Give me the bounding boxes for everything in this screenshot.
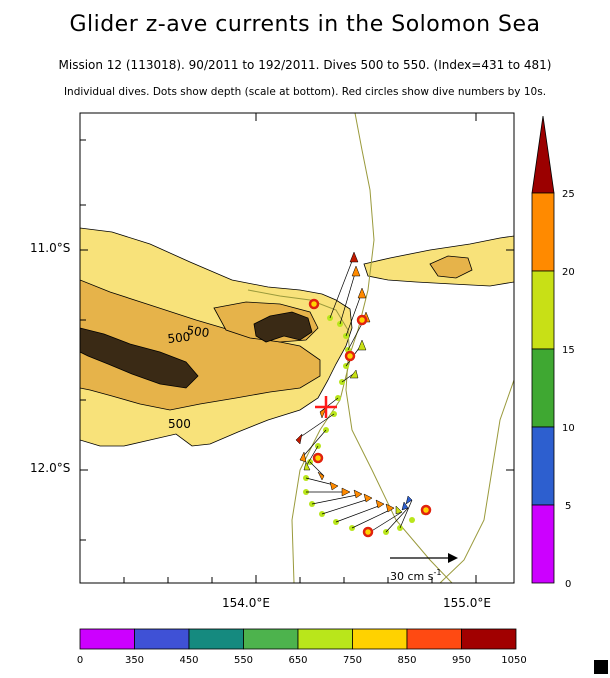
speed-colorbar-top-triangle: [531, 115, 555, 194]
east-shelf-mid-fill: [429, 255, 473, 279]
contour-label: 500: [168, 417, 191, 431]
scale-label: 30 cm s-1: [390, 568, 441, 583]
scale-label-exponent: -1: [433, 568, 441, 577]
depth-colorbar: [79, 628, 517, 650]
chart-subtitle-mission: Mission 12 (113018). 90/2011 to 192/2011…: [58, 58, 552, 72]
depth-colorbar-block: [406, 628, 462, 650]
depth-colorbar-block: [297, 628, 353, 650]
depth-tick-label: 0: [77, 655, 83, 666]
speed-colorbar-block: [531, 348, 555, 428]
depth-tick-label: 450: [179, 655, 198, 666]
y-tick-label: 11.0°S: [30, 241, 71, 255]
speed-colorbar-block: [531, 270, 555, 350]
deep-core-fill: [80, 327, 199, 389]
speed-tick-label: 5: [565, 501, 571, 512]
contour-label: 500: [167, 330, 191, 346]
chart-title: Glider z-ave currents in the Solomon Sea: [69, 12, 541, 37]
vector-heads: [295, 251, 413, 515]
x-tick-label: 154.0°E: [222, 596, 270, 610]
depth-tick-label: 550: [234, 655, 253, 666]
depth-colorbar-block: [79, 628, 135, 650]
plot-frame: [79, 112, 515, 584]
speed-tick-label: 15: [562, 345, 575, 356]
speed-tick-label: 20: [562, 267, 575, 278]
speed-tick-label: 25: [562, 189, 575, 200]
depth-tick-label: 950: [452, 655, 471, 666]
speed-colorbar-block: [531, 504, 555, 584]
speed-tick-label: 0: [565, 579, 571, 590]
bathymetry-layer: [80, 113, 514, 583]
depth-colorbar-block: [243, 628, 299, 650]
depth-colorbar-block: [188, 628, 244, 650]
coastline-track-2: [439, 379, 514, 583]
depth-tick-label: 650: [288, 655, 307, 666]
contour-label: 500: [186, 323, 211, 340]
depth-tick-label: 350: [125, 655, 144, 666]
deep-core-fill-2: [253, 311, 313, 343]
depth-tick-label: 850: [397, 655, 416, 666]
speed-colorbar-block: [531, 426, 555, 506]
depth-tick-label: 1050: [501, 655, 526, 666]
speed-tick-label: 10: [562, 423, 575, 434]
depth-tick-label: 750: [343, 655, 362, 666]
scale-label-text: 30 cm s: [390, 570, 434, 583]
speed-colorbar-block: [531, 192, 555, 272]
depth-colorbar-block: [461, 628, 517, 650]
depth-colorbar-block: [352, 628, 408, 650]
x-tick-label: 155.0°E: [443, 596, 491, 610]
chart-subtitle-notes: Individual dives. Dots show depth (scale…: [63, 86, 547, 98]
y-tick-label: 12.0°S: [30, 461, 71, 475]
axis-ticks: [80, 113, 514, 583]
start-marker-cross: [315, 396, 337, 418]
speed-colorbar: [531, 115, 555, 584]
corner-square: [594, 660, 608, 674]
scale-arrow: [390, 553, 458, 563]
shelf-mid-fill: [80, 279, 321, 411]
dive-number-markers: [308, 298, 432, 538]
depth-colorbar-block: [134, 628, 190, 650]
